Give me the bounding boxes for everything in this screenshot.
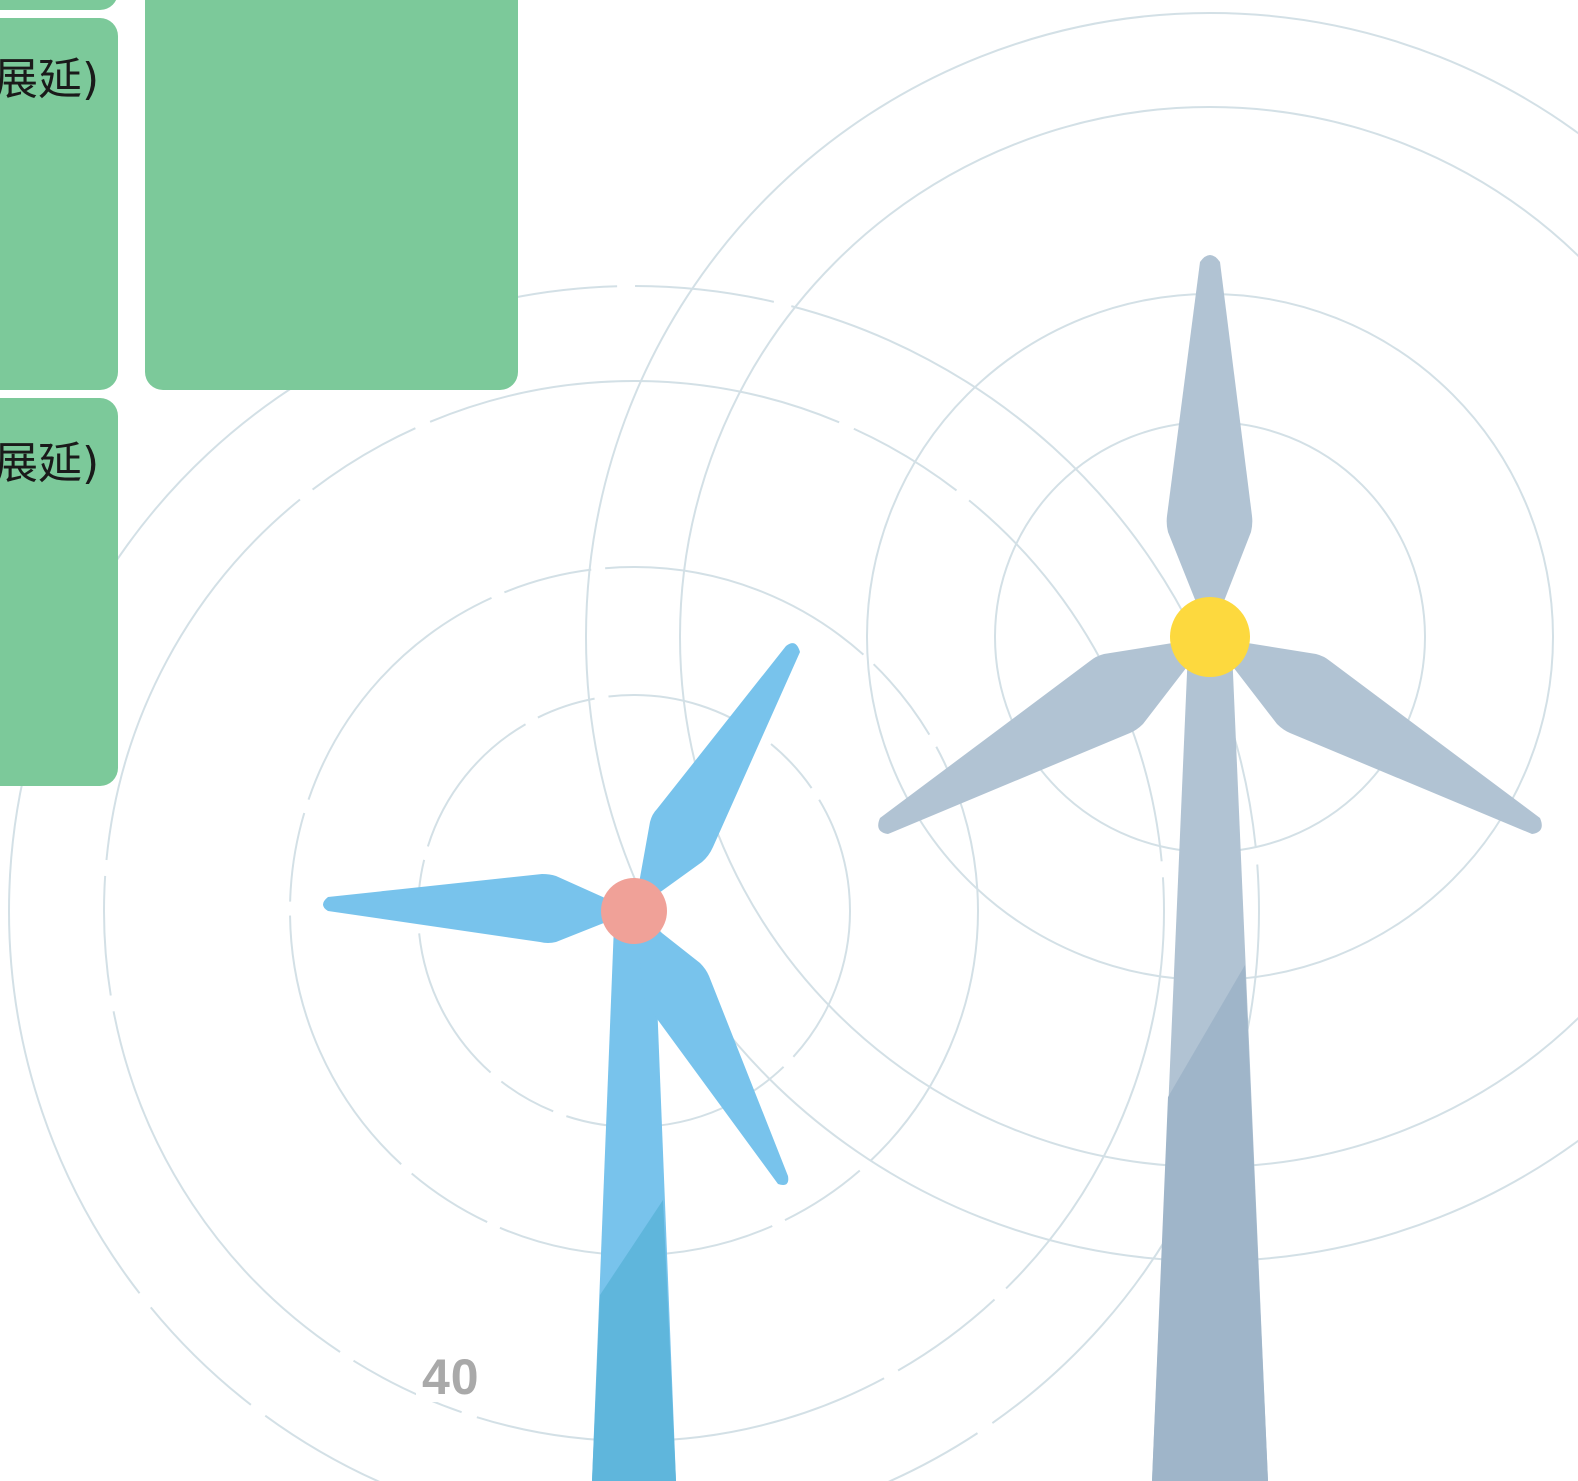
page-number: 40 xyxy=(416,1352,486,1402)
grey-blade-upper xyxy=(1166,255,1253,637)
blue-blade-left xyxy=(323,874,634,943)
card-left-top-text: 展延) xyxy=(0,54,100,105)
blue-hub xyxy=(601,878,667,944)
blue-tower-shade xyxy=(592,1200,676,1481)
wind-turbine-grey-icon xyxy=(878,255,1542,1481)
green-card-right-top xyxy=(145,0,518,390)
grey-hub xyxy=(1170,597,1250,677)
blue-blade-lower xyxy=(634,911,789,1185)
grey-blade-left xyxy=(878,637,1210,834)
green-card-left-top xyxy=(0,18,118,390)
grey-blade-right xyxy=(1210,637,1542,834)
wind-turbine-blue-icon xyxy=(323,643,800,1481)
ring-blue-4 xyxy=(8,285,1260,1481)
green-card-left-bottom xyxy=(0,398,118,786)
card-left-bottom-text: 展延) xyxy=(0,438,100,489)
blue-blade-upper xyxy=(634,643,800,911)
grey-tower-shade xyxy=(1152,965,1268,1481)
ring-grey-3 xyxy=(679,106,1578,1168)
green-card-sliver xyxy=(0,0,118,10)
